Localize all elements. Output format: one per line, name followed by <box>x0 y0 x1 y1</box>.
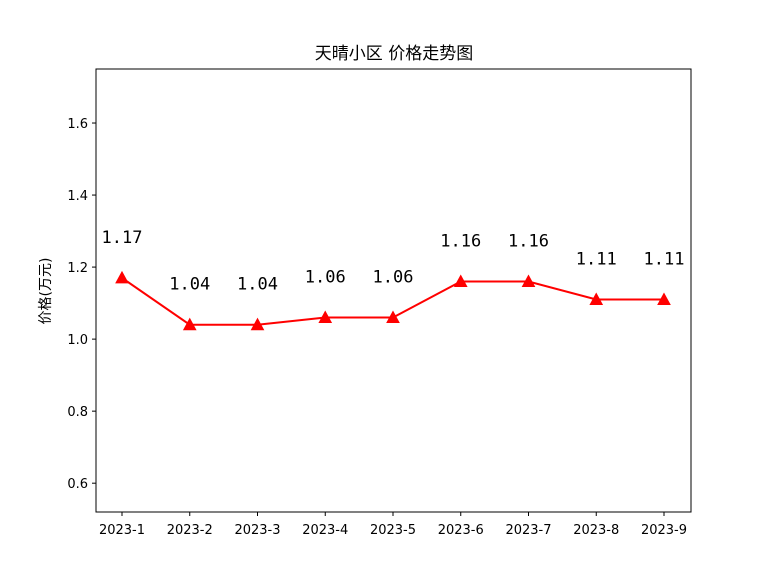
data-label: 1.11 <box>576 250 617 270</box>
x-tick-label: 2023-8 <box>573 523 619 538</box>
y-tick-label: 1.4 <box>67 189 88 204</box>
data-label: 1.17 <box>102 228 143 248</box>
x-tick-label: 2023-5 <box>370 523 416 538</box>
x-tick-label: 2023-7 <box>505 523 551 538</box>
data-label: 1.06 <box>305 268 346 288</box>
y-tick-label: 0.8 <box>67 405 88 420</box>
plot-area: 0.6 0.8 1.0 1.2 1.4 1.6 2023-1 2023-2 2023-3 2023… <box>67 117 687 538</box>
x-tick-label: 2023-9 <box>641 523 687 538</box>
data-point <box>657 292 671 306</box>
data-label: 1.16 <box>508 231 549 251</box>
y-tick-label: 0.6 <box>67 477 88 492</box>
x-tick-label: 2023-6 <box>438 523 484 538</box>
data-point <box>182 317 197 331</box>
y-tick-label: 1.2 <box>67 261 88 276</box>
data-point <box>318 310 333 324</box>
chart-title: 天晴小区 价格走势图 <box>315 44 473 64</box>
data-label: 1.11 <box>644 250 685 270</box>
x-tick-label: 2023-1 <box>99 523 145 538</box>
data-label: 1.04 <box>169 275 210 295</box>
data-point <box>453 274 468 287</box>
data-point <box>250 317 265 331</box>
data-label: 1.06 <box>373 268 414 288</box>
y-tick-label: 1.6 <box>67 117 88 132</box>
x-tick-label: 2023-3 <box>234 523 280 538</box>
data-label: 1.16 <box>440 231 481 251</box>
y-tick-label: 1.0 <box>67 333 88 348</box>
data-point <box>589 292 604 306</box>
x-tick-label: 2023-2 <box>167 523 213 538</box>
data-label: 1.04 <box>237 275 278 295</box>
data-point <box>115 270 129 284</box>
plot-frame <box>95 68 692 513</box>
x-tick-label: 2023-4 <box>302 523 348 538</box>
data-point <box>386 310 400 324</box>
data-point <box>521 274 536 287</box>
y-axis-label: 价格(万元) <box>38 258 54 325</box>
